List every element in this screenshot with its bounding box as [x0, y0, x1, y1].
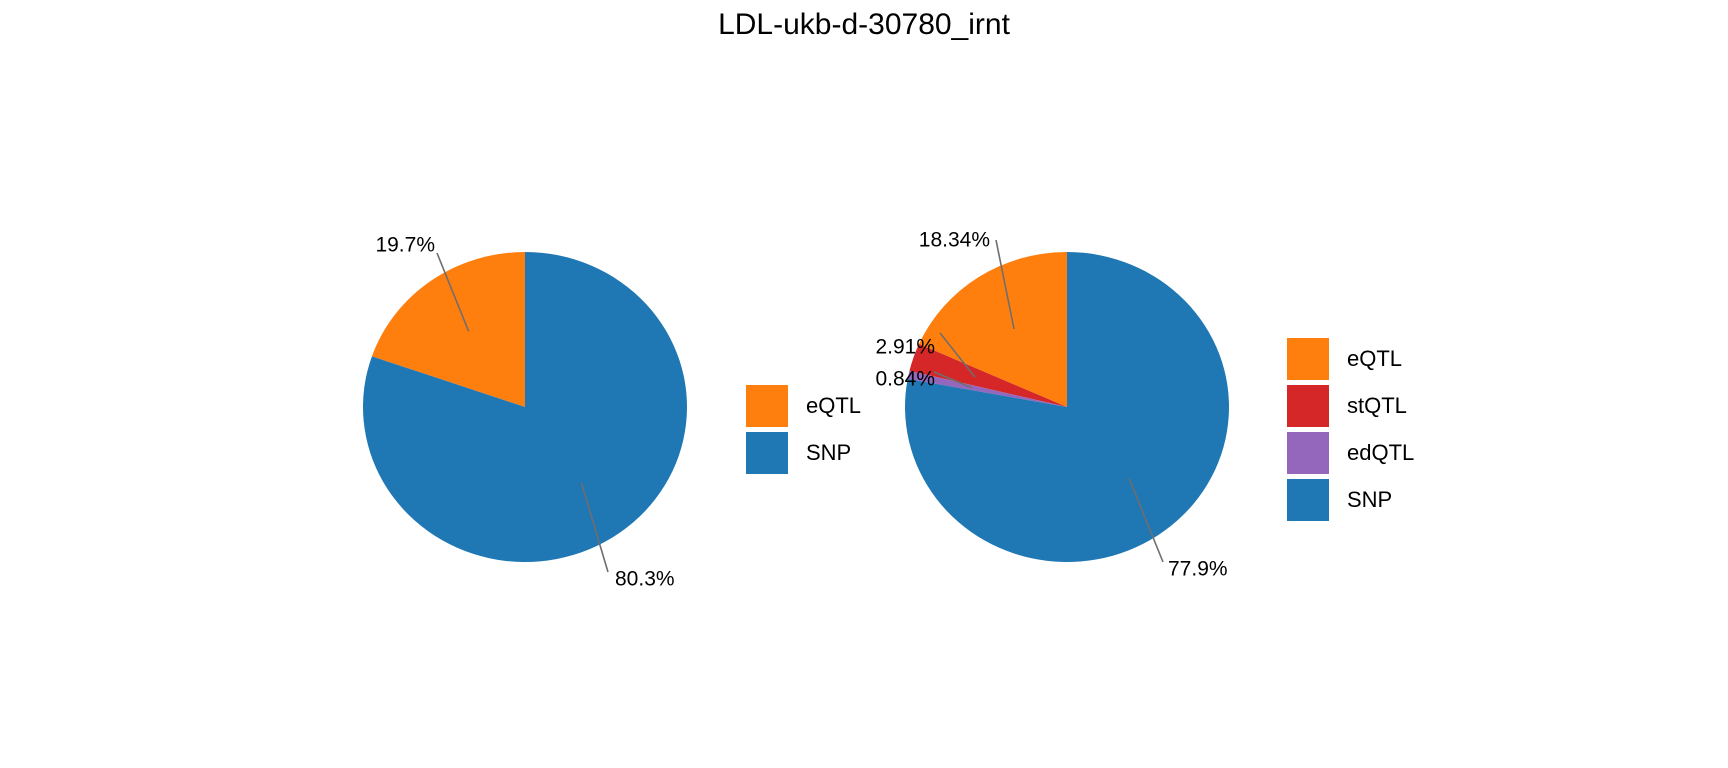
legend-swatch-stqtl [1287, 385, 1329, 427]
leader-line-snp [580, 482, 609, 573]
legend-swatch-snp [746, 432, 788, 474]
pie-chart-right: 18.34% 2.91% 0.84% 77.9% [875, 229, 1230, 581]
leader-line-stqtl [939, 332, 976, 378]
legend-swatch-eqtl [746, 385, 788, 427]
leader-line-edqtl [933, 371, 973, 389]
leader-line-snp [1128, 478, 1164, 563]
slice-label-stqtl: 2.91% [875, 336, 935, 359]
legend-swatch-snp [1287, 479, 1329, 521]
leader-line-eqtl [436, 252, 470, 332]
slice-label-eqtl: 18.34% [919, 229, 990, 252]
legend-label-snp: SNP [1347, 487, 1392, 512]
legend-label-edqtl: edQTL [1347, 440, 1414, 465]
pie-slice-snp [905, 251, 1230, 562]
legend-right: eQTL stQTL edQTL SNP [1287, 338, 1414, 521]
slice-label-edqtl: 0.84% [875, 368, 935, 391]
pie-chart-left: 19.7% 80.3% [362, 234, 687, 591]
pie-slice-edqtl [907, 370, 1067, 407]
pie-slice-snp [362, 252, 687, 562]
legend-label-eqtl: eQTL [1347, 346, 1402, 371]
slice-label-eqtl: 19.7% [375, 234, 435, 257]
legend-label-snp: SNP [806, 440, 851, 465]
legend-label-eqtl: eQTL [806, 393, 861, 418]
slice-label-snp: 80.3% [615, 568, 675, 591]
chart-title: LDL-ukb-d-30780_irnt [718, 8, 1011, 41]
pie-slice-eqtl [371, 252, 525, 407]
legend-left: eQTL SNP [746, 385, 861, 474]
legend-swatch-edqtl [1287, 432, 1329, 474]
legend-swatch-eqtl [1287, 338, 1329, 380]
slice-label-snp: 77.9% [1168, 558, 1228, 581]
pie-slice-stqtl [909, 344, 1067, 407]
legend-label-stqtl: stQTL [1347, 393, 1407, 418]
pie-slice-eqtl [918, 252, 1067, 407]
leader-line-eqtl [995, 239, 1015, 330]
